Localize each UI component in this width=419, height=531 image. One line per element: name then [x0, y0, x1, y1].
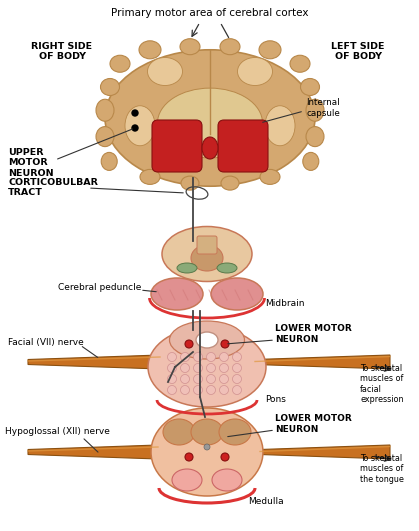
Ellipse shape — [228, 131, 253, 151]
Ellipse shape — [212, 469, 242, 491]
Text: UPPER
MOTOR
NEURON: UPPER MOTOR NEURON — [8, 148, 54, 178]
Ellipse shape — [191, 419, 223, 445]
Ellipse shape — [196, 332, 218, 348]
Circle shape — [168, 374, 176, 383]
Ellipse shape — [110, 55, 130, 72]
Ellipse shape — [101, 79, 119, 96]
Ellipse shape — [140, 169, 160, 184]
Ellipse shape — [105, 50, 315, 186]
Circle shape — [233, 353, 241, 362]
Ellipse shape — [220, 39, 240, 55]
Ellipse shape — [191, 245, 223, 271]
Ellipse shape — [148, 327, 266, 407]
Ellipse shape — [96, 126, 114, 147]
Circle shape — [221, 453, 229, 461]
Ellipse shape — [96, 99, 114, 121]
Ellipse shape — [219, 419, 251, 445]
Ellipse shape — [125, 106, 155, 145]
Ellipse shape — [303, 152, 319, 170]
Circle shape — [233, 386, 241, 395]
Ellipse shape — [211, 278, 263, 310]
Circle shape — [220, 374, 228, 383]
Circle shape — [207, 353, 215, 362]
Circle shape — [168, 386, 176, 395]
Ellipse shape — [163, 419, 195, 445]
Text: Medulla: Medulla — [248, 498, 284, 507]
Circle shape — [181, 386, 189, 395]
Polygon shape — [28, 445, 158, 459]
Ellipse shape — [238, 57, 272, 85]
FancyBboxPatch shape — [218, 120, 268, 172]
Text: CORTICOBULBAR
TRACT: CORTICOBULBAR TRACT — [8, 178, 98, 198]
Text: LEFT SIDE
OF BODY: LEFT SIDE OF BODY — [331, 42, 385, 62]
Circle shape — [207, 386, 215, 395]
Circle shape — [168, 353, 176, 362]
Ellipse shape — [181, 176, 199, 190]
Circle shape — [207, 374, 215, 383]
Ellipse shape — [300, 79, 320, 96]
FancyBboxPatch shape — [152, 120, 202, 172]
Ellipse shape — [151, 408, 263, 496]
Ellipse shape — [147, 57, 183, 85]
Polygon shape — [260, 445, 390, 459]
Ellipse shape — [177, 263, 197, 273]
Ellipse shape — [168, 131, 192, 151]
Polygon shape — [28, 355, 160, 369]
Ellipse shape — [202, 137, 218, 159]
Circle shape — [194, 374, 202, 383]
Ellipse shape — [158, 88, 262, 158]
Text: Cerebral peduncle: Cerebral peduncle — [58, 284, 141, 293]
Circle shape — [132, 125, 138, 131]
Ellipse shape — [265, 106, 295, 145]
Text: Facial (VII) nerve: Facial (VII) nerve — [8, 338, 84, 347]
Circle shape — [185, 453, 193, 461]
Ellipse shape — [139, 41, 161, 59]
Circle shape — [181, 374, 189, 383]
Circle shape — [181, 364, 189, 373]
Ellipse shape — [306, 99, 324, 121]
Text: LOWER MOTOR
NEURON: LOWER MOTOR NEURON — [275, 414, 352, 434]
Circle shape — [204, 444, 210, 450]
Ellipse shape — [306, 126, 324, 147]
Text: Pons: Pons — [265, 396, 286, 405]
Polygon shape — [255, 355, 390, 369]
Circle shape — [194, 386, 202, 395]
Text: Midbrain: Midbrain — [265, 299, 305, 309]
Circle shape — [168, 364, 176, 373]
Text: To skeletal
muscles of
facial
expression: To skeletal muscles of facial expression — [360, 364, 403, 404]
Text: Primary motor area of cerebral cortex: Primary motor area of cerebral cortex — [111, 8, 309, 18]
Ellipse shape — [151, 278, 203, 310]
Ellipse shape — [180, 39, 200, 55]
Circle shape — [221, 340, 229, 348]
FancyBboxPatch shape — [197, 236, 217, 254]
Circle shape — [220, 386, 228, 395]
Circle shape — [220, 353, 228, 362]
Circle shape — [194, 353, 202, 362]
Text: Hypoglossal (XII) nerve: Hypoglossal (XII) nerve — [5, 427, 110, 436]
Text: Internal
capsule: Internal capsule — [306, 98, 340, 118]
Ellipse shape — [172, 469, 202, 491]
Circle shape — [233, 364, 241, 373]
Circle shape — [207, 364, 215, 373]
Circle shape — [194, 364, 202, 373]
Text: LOWER MOTOR
NEURON: LOWER MOTOR NEURON — [275, 324, 352, 344]
Circle shape — [181, 353, 189, 362]
Ellipse shape — [260, 169, 280, 184]
Circle shape — [233, 374, 241, 383]
Ellipse shape — [162, 227, 252, 281]
Ellipse shape — [259, 41, 281, 59]
Text: RIGHT SIDE
OF BODY: RIGHT SIDE OF BODY — [31, 42, 93, 62]
Text: To skeletal
muscles of
the tongue: To skeletal muscles of the tongue — [360, 454, 404, 484]
Ellipse shape — [170, 321, 245, 359]
Ellipse shape — [290, 55, 310, 72]
Ellipse shape — [217, 263, 237, 273]
Ellipse shape — [101, 152, 117, 170]
Circle shape — [220, 364, 228, 373]
Circle shape — [132, 110, 138, 116]
Ellipse shape — [221, 176, 239, 190]
Circle shape — [185, 340, 193, 348]
